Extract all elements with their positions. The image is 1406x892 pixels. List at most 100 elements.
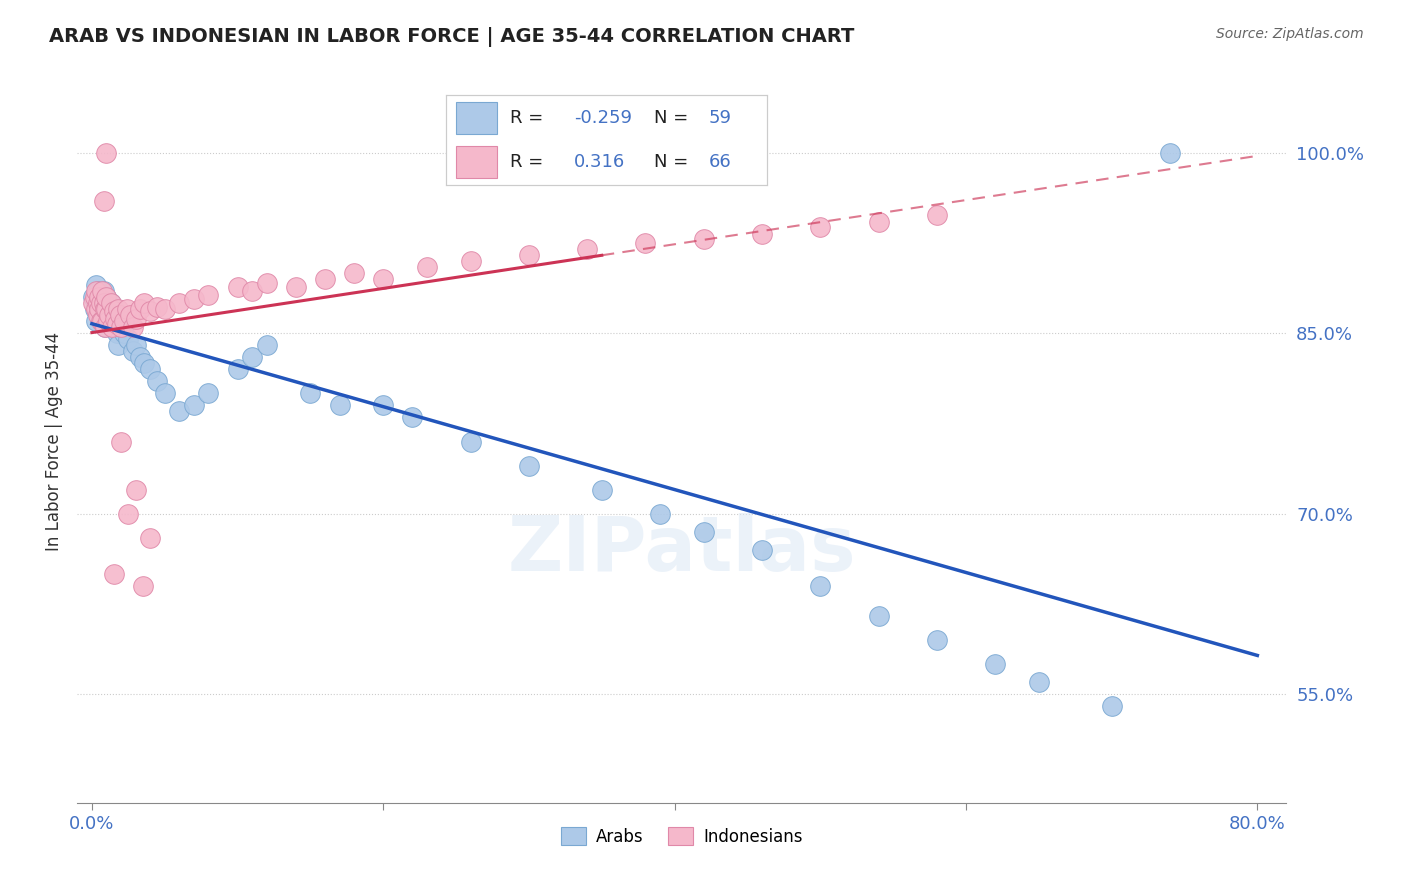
Point: [104, 311, 127, 326]
Point: [117, 332, 139, 346]
Point: [89, 301, 111, 317]
Point: [284, 280, 307, 294]
Point: [1159, 145, 1181, 160]
Point: [460, 253, 482, 268]
Point: [256, 338, 278, 352]
Point: [124, 311, 146, 326]
Point: [100, 296, 122, 310]
Point: [373, 272, 395, 286]
Point: [84, 301, 107, 317]
Point: [416, 260, 439, 274]
Point: [89, 290, 111, 304]
Point: [169, 296, 191, 310]
Point: [90, 296, 112, 310]
Point: [132, 579, 155, 593]
Point: [808, 579, 831, 593]
Point: [82, 296, 104, 310]
Point: [139, 362, 162, 376]
Point: [169, 404, 191, 418]
Point: [87, 284, 110, 298]
Point: [517, 248, 540, 262]
Point: [103, 304, 125, 318]
Point: [94, 320, 117, 334]
Point: [751, 227, 773, 242]
Point: [87, 296, 110, 310]
Point: [112, 326, 135, 341]
Point: [93, 284, 115, 298]
Point: [107, 338, 129, 352]
Point: [96, 290, 118, 304]
Point: [103, 567, 125, 582]
Y-axis label: In Labor Force | Age 35-44: In Labor Force | Age 35-44: [45, 332, 63, 551]
Point: [98, 308, 121, 322]
Point: [115, 301, 138, 317]
Point: [105, 317, 128, 331]
Point: [373, 398, 395, 412]
Point: [83, 301, 105, 317]
Point: [751, 542, 773, 557]
Point: [90, 314, 112, 328]
Point: [1101, 699, 1123, 714]
Point: [124, 338, 146, 352]
Point: [101, 320, 124, 334]
Point: [91, 284, 114, 298]
Point: [153, 301, 176, 317]
Point: [984, 657, 1007, 672]
Point: [84, 284, 107, 298]
Text: ARAB VS INDONESIAN IN LABOR FORCE | AGE 35-44 CORRELATION CHART: ARAB VS INDONESIAN IN LABOR FORCE | AGE …: [49, 27, 855, 46]
Point: [634, 235, 657, 250]
Point: [108, 308, 131, 322]
Point: [139, 304, 162, 318]
Point: [146, 300, 169, 314]
Point: [103, 301, 125, 317]
Point: [90, 308, 112, 322]
Point: [82, 290, 104, 304]
Point: [256, 276, 278, 290]
Point: [226, 280, 249, 294]
Point: [100, 296, 122, 310]
Point: [121, 344, 143, 359]
Point: [808, 220, 831, 235]
Point: [91, 314, 114, 328]
Point: [240, 284, 263, 298]
Point: [93, 296, 115, 310]
Point: [146, 374, 169, 388]
Point: [104, 308, 127, 322]
Point: [117, 507, 139, 521]
Point: [96, 301, 118, 317]
Point: [97, 301, 120, 317]
Point: [97, 314, 120, 328]
Point: [87, 308, 110, 322]
Point: [134, 356, 156, 370]
Point: [91, 290, 114, 304]
Point: [299, 386, 322, 401]
Point: [1028, 675, 1050, 690]
Point: [107, 301, 129, 317]
Point: [94, 320, 117, 334]
Point: [925, 208, 948, 222]
Point: [94, 296, 117, 310]
Point: [110, 320, 132, 334]
Point: [84, 314, 107, 328]
Point: [91, 314, 114, 328]
Point: [868, 215, 890, 229]
Point: [517, 458, 540, 473]
Point: [693, 524, 716, 539]
Point: [226, 362, 249, 376]
Point: [84, 277, 107, 292]
Point: [197, 386, 219, 401]
Point: [89, 301, 111, 317]
Point: [124, 483, 146, 497]
Point: [460, 434, 482, 449]
Point: [93, 194, 115, 208]
Point: [83, 290, 105, 304]
Point: [648, 507, 671, 521]
Point: [139, 531, 162, 545]
Legend: Arabs, Indonesians: Arabs, Indonesians: [554, 821, 810, 852]
Point: [401, 410, 423, 425]
Point: [96, 290, 118, 304]
Point: [925, 633, 948, 648]
Point: [197, 287, 219, 301]
Point: [576, 242, 599, 256]
Point: [329, 398, 352, 412]
